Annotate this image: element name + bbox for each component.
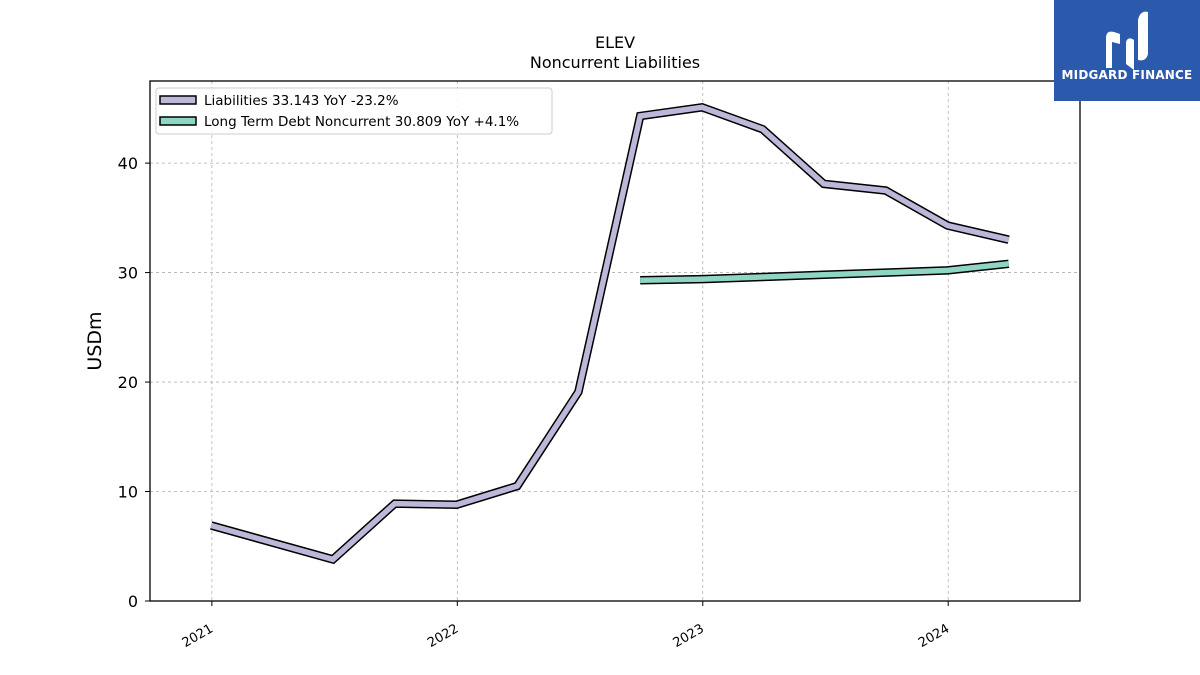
y-tick-label: 20 [118, 373, 138, 392]
y-axis-label: USDm [84, 311, 106, 370]
y-axis-ticks: 0 10 20 30 40 [118, 154, 150, 611]
plot-frame [149, 80, 1081, 602]
logo-text: MIDGARD FINANCE [1061, 68, 1193, 82]
legend-box [155, 87, 553, 135]
plot-series [210, 102, 1010, 565]
x-tick-label: 2024 [916, 621, 952, 651]
legend-entry: Long Term Debt Noncurrent 30.809 YoY +4.… [204, 114, 519, 130]
grid-lines [150, 81, 1080, 601]
legend: Liabilities 33.143 YoY -23.2% Long Term D… [155, 87, 553, 135]
x-tick-label: 2022 [425, 621, 461, 651]
legend-swatch [159, 95, 197, 105]
y-tick-label: 30 [118, 264, 138, 283]
chart-subtitle: Noncurrent Liabilities [530, 53, 700, 72]
x-axis-ticks: 2021 2022 2023 2024 [180, 601, 952, 651]
x-tick-label: 2023 [671, 621, 707, 651]
x-tick-label: 2021 [180, 621, 216, 651]
y-tick-label: 10 [118, 483, 138, 502]
y-tick-label: 40 [118, 154, 138, 173]
y-tick-label: 0 [128, 592, 138, 611]
brand-logo: MIDGARD FINANCE [1054, 0, 1200, 101]
series-0 [210, 102, 1010, 565]
legend-swatch [159, 116, 197, 126]
series-line [210, 104, 1010, 563]
series-1 [640, 259, 1010, 285]
logo-mark-icon [1106, 11, 1148, 70]
series-line [640, 261, 1009, 283]
legend-entry: Liabilities 33.143 YoY -23.2% [204, 93, 399, 109]
chart-title: ELEV [595, 33, 635, 52]
